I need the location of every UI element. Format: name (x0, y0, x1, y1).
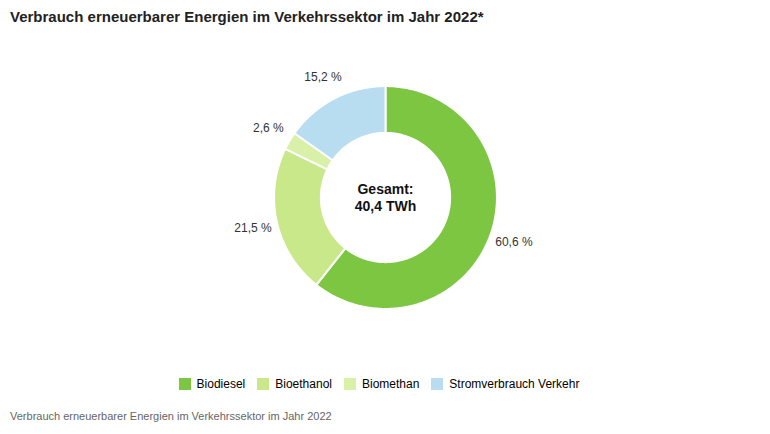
html-text:Verbrauch erneuerbarer Energie: Verbrauch erneuerbarer Energien im Verke… (10, 8, 484, 25)
svg-text:Gesamt:40,4 TWh: Gesamt:40,4 TWh (355, 181, 416, 214)
svg-text:15,2 %: 15,2 % (304, 70, 342, 84)
svg-text:21,5 %: 21,5 % (234, 221, 272, 235)
html-text:Biodiesel: Biodiesel (196, 376, 246, 391)
html-text:Biomethan: Biomethan (362, 376, 420, 391)
html-text:Verbrauch erneuerbarer Energie: Verbrauch erneuerbarer Energien im Verke… (10, 410, 332, 422)
html-text:Bioethanol: Bioethanol (275, 376, 332, 391)
svg-text:2,6 %: 2,6 % (253, 121, 284, 135)
html-text:Stromverbrauch Verkehr: Stromverbrauch Verkehr (449, 376, 580, 391)
svg-text:60,6 %: 60,6 % (495, 235, 533, 249)
